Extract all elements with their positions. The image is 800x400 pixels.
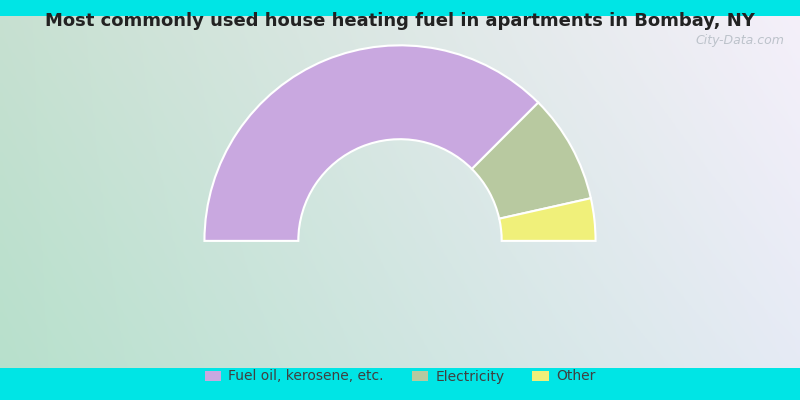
Wedge shape <box>205 45 538 241</box>
Text: Most commonly used house heating fuel in apartments in Bombay, NY: Most commonly used house heating fuel in… <box>45 12 755 30</box>
Wedge shape <box>499 198 595 241</box>
Legend: Fuel oil, kerosene, etc., Electricity, Other: Fuel oil, kerosene, etc., Electricity, O… <box>199 364 601 389</box>
Text: City-Data.com: City-Data.com <box>695 34 784 47</box>
Wedge shape <box>472 103 591 219</box>
